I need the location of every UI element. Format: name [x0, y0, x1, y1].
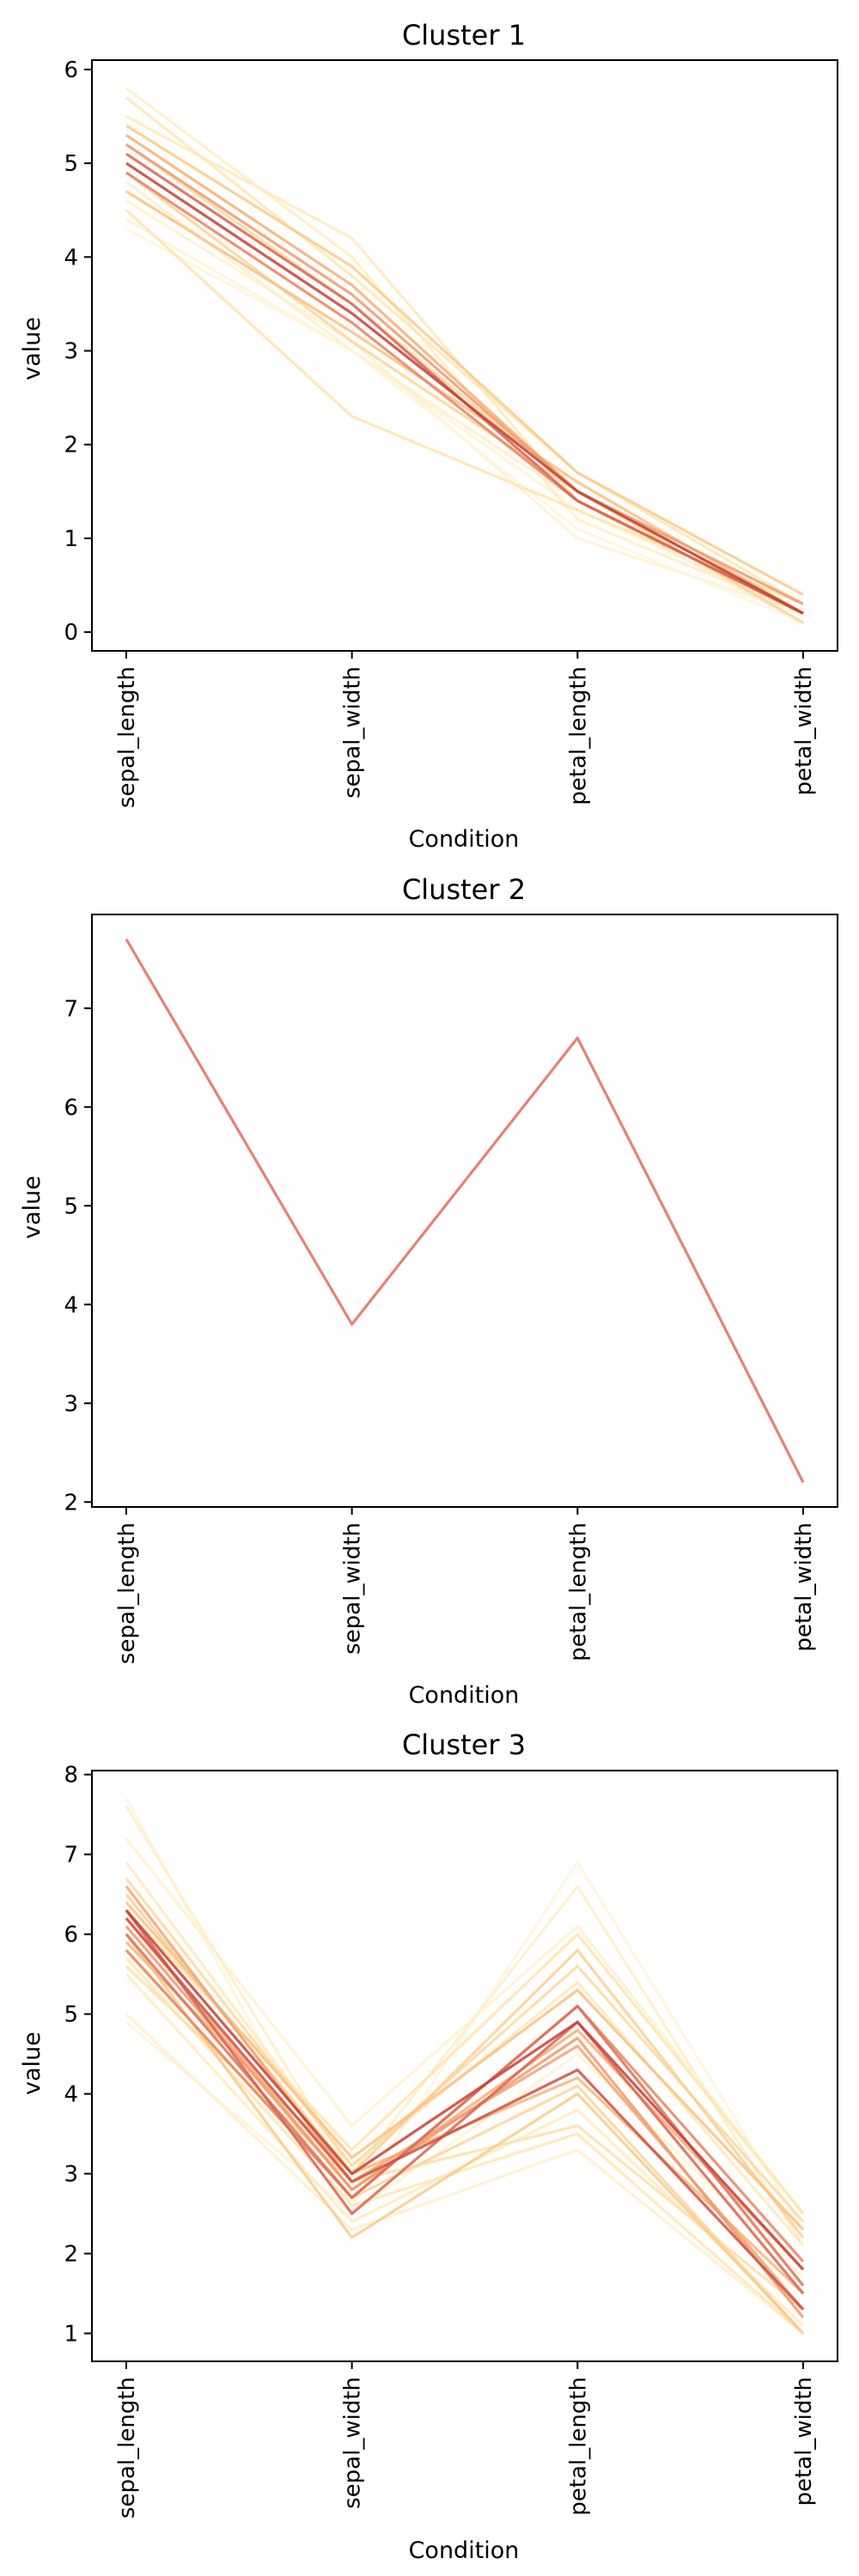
panel-cluster-2: Cluster 2 value Condition 2 3 4 5 6 7 sepal_le… [19, 873, 838, 1709]
series-line-cluster-3-4 [125, 2013, 805, 2335]
x-tick-label: sepal_length [114, 1522, 140, 1664]
panel-cluster-3: Cluster 3 value Condition 1 2 3 4 5 6 7 8 sepal_… [19, 1728, 838, 2564]
series-line-cluster-3-17 [125, 1917, 805, 2271]
series-line-cluster-3-24 [125, 1909, 805, 2271]
y-tick-label: 6 [64, 1923, 78, 1948]
x-tick-label: petal_width [791, 666, 817, 796]
y-axis-label-cluster-2: value [19, 1176, 46, 1239]
series-line-cluster-1-14 [125, 143, 804, 605]
series-line-cluster-3-22 [125, 1909, 805, 2295]
y-tick-label: 2 [64, 1490, 78, 1516]
series-line-cluster-3-15 [125, 1901, 805, 2231]
series-line-cluster-3-8 [125, 1957, 805, 2335]
series-line-cluster-1-11 [125, 125, 804, 596]
series-line-cluster-3-5 [125, 1805, 805, 2247]
series-line-cluster-3-23 [125, 1917, 805, 2311]
y-tick-label: 0 [64, 620, 78, 646]
plot-area-cluster-1: 0 1 2 3 4 5 6 sepal_length sepal_width petal_leng… [64, 58, 838, 808]
x-tick-label: sepal_width [340, 666, 366, 799]
series-line-cluster-1-3 [125, 180, 804, 624]
series-line-cluster-1-6 [125, 228, 804, 624]
y-tick-label: 5 [64, 2002, 78, 2028]
series-line-cluster-3-2 [125, 2020, 805, 2279]
y-tick-label: 4 [64, 2082, 78, 2108]
plot-frame-cluster-1 [91, 59, 838, 652]
y-tick-label: 2 [64, 2241, 78, 2267]
series-line-cluster-1-9 [125, 143, 804, 615]
x-tick-label: petal_length [565, 2377, 591, 2516]
y-tick-label: 5 [64, 1194, 78, 1219]
series-line-cluster-3-1 [125, 1797, 805, 2231]
y-tick-label: 6 [64, 1095, 78, 1121]
x-axis-label-cluster-1: Condition [409, 826, 520, 853]
y-axis-label-cluster-3: value [19, 2032, 46, 2095]
y-tick-label: 2 [64, 433, 78, 459]
x-tick-label: petal_width [791, 1522, 817, 1652]
y-tick-label: 6 [64, 58, 78, 83]
chart-title-cluster-2: Cluster 2 [402, 873, 526, 906]
x-tick-label: sepal_width [340, 2377, 366, 2509]
plot-frame-cluster-3 [91, 1770, 838, 2362]
y-tick-label: 4 [64, 1292, 78, 1318]
y-tick-label: 4 [64, 245, 78, 270]
series-line-cluster-1-7 [125, 96, 804, 605]
x-tick-label: sepal_length [114, 666, 140, 808]
series-line-cluster-2-1 [125, 938, 805, 1484]
y-tick-label: 3 [64, 2162, 78, 2188]
x-axis-label-cluster-2: Condition [409, 1682, 520, 1709]
y-axis-label-cluster-1: value [19, 317, 46, 380]
plot-frame-cluster-2 [91, 914, 838, 1508]
y-tick-label: 5 [64, 151, 78, 177]
panel-cluster-1: Cluster 1 value Condition 0 1 2 3 4 5 6 sepal_l… [19, 19, 838, 853]
series-line-cluster-1-4 [125, 87, 804, 615]
x-tick-label: petal_width [791, 2377, 817, 2506]
series-line-cluster-1-17 [125, 161, 804, 615]
series-line-cluster-3-3 [125, 1838, 805, 2215]
y-tick-label: 3 [64, 339, 78, 365]
x-tick-label: petal_length [565, 666, 591, 805]
y-tick-label: 7 [64, 1843, 78, 1868]
plot-area-cluster-2: 2 3 4 5 6 7 sepal_length sepal_width petal_lengt… [64, 914, 838, 1664]
chart-title-cluster-3: Cluster 3 [402, 1728, 526, 1761]
x-tick-label: petal_length [565, 1522, 591, 1662]
plot-area-cluster-3: 1 2 3 4 5 6 7 8 sepal_length sepal_width petal_len… [64, 1763, 838, 2518]
series-line-cluster-3-19 [125, 1925, 805, 2318]
x-tick-label: sepal_width [340, 1522, 366, 1655]
y-tick-label: 1 [64, 2321, 78, 2347]
x-tick-label: sepal_length [114, 2377, 140, 2518]
y-tick-label: 8 [64, 1763, 78, 1789]
series-line-cluster-3-14 [125, 1933, 805, 2335]
y-tick-label: 1 [64, 526, 78, 552]
chart-title-cluster-1: Cluster 1 [402, 19, 526, 52]
x-axis-label-cluster-3: Condition [409, 2537, 520, 2564]
y-tick-label: 3 [64, 1391, 78, 1417]
y-tick-label: 7 [64, 996, 78, 1022]
